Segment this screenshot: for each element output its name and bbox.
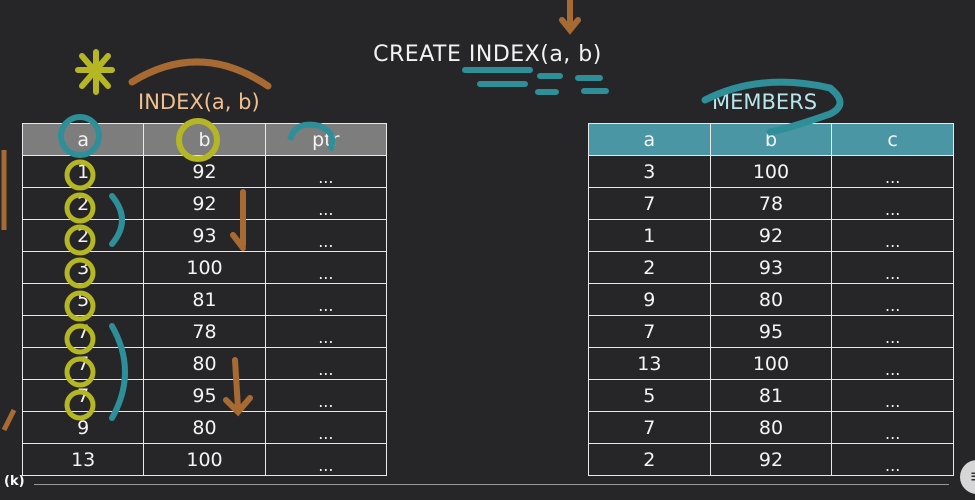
table-cell: 92	[143, 187, 266, 220]
table-row: 7 80...	[588, 411, 954, 444]
table-row: 3 100...	[21, 251, 388, 284]
table-cell: ...	[831, 347, 954, 380]
table-cell: 93	[143, 219, 266, 252]
table-cell: 78	[709, 187, 833, 220]
column-header: a	[588, 123, 711, 156]
table-row: 7 78...	[588, 187, 954, 220]
table-cell: 81	[709, 379, 833, 412]
table-cell: 7	[588, 315, 711, 348]
table-cell: ...	[831, 251, 954, 284]
table-cell: ...	[264, 411, 388, 444]
table-cell: ...	[264, 315, 388, 348]
table-row: 5 81...	[21, 283, 388, 316]
table-row: 7 78...	[21, 315, 388, 348]
table-cell: 13	[588, 347, 711, 380]
table-cell: ...	[264, 443, 388, 476]
column-header: b	[143, 123, 266, 156]
table-cell: 7	[588, 411, 711, 444]
table-row: 7 95...	[588, 315, 954, 348]
arrow-annotation	[559, 0, 581, 35]
table-cell: ...	[264, 347, 388, 380]
table-cell: 9	[588, 283, 711, 316]
table-cell: ...	[831, 443, 954, 476]
index-table: a b ptr 1 92... 2 92... 2 93... 3 100... 5 81... 7 78…	[21, 123, 388, 476]
table-cell: 9	[21, 411, 145, 444]
table-cell: 92	[709, 443, 833, 476]
table-row: 9 80...	[588, 283, 954, 316]
table-row: 7 80...	[21, 347, 388, 380]
table-row: 5 81...	[588, 379, 954, 412]
column-header: c	[831, 123, 954, 156]
table-cell: ...	[831, 315, 954, 348]
table-cell: ...	[831, 155, 954, 188]
table-cell: 80	[709, 411, 833, 444]
table-cell: 7	[21, 379, 145, 412]
table-row: 2 93...	[21, 219, 388, 252]
table-cell: 80	[143, 347, 266, 380]
table-cell: 80	[709, 283, 833, 316]
page-title: CREATE INDEX(a, b)	[373, 42, 602, 67]
table-cell: 92	[143, 155, 266, 188]
table-cell: 2	[588, 443, 711, 476]
table-cell: ...	[831, 219, 954, 252]
table-cell: 92	[709, 219, 833, 252]
table-row: 2 92...	[588, 443, 954, 476]
index-label: INDEX(a, b)	[138, 90, 260, 114]
table-cell: 1	[588, 219, 711, 252]
table-cell: ...	[264, 283, 388, 316]
progress-bar[interactable]	[34, 484, 949, 485]
table-cell: 100	[709, 155, 833, 188]
table-row: 2 92...	[21, 187, 388, 220]
table-cell: ...	[264, 379, 388, 412]
table-cell: ...	[264, 155, 388, 188]
table-cell: 3	[21, 251, 145, 284]
table-cell: 78	[143, 315, 266, 348]
table-header-row: a b ptr	[21, 123, 388, 156]
column-header: b	[709, 123, 833, 156]
column-header: a	[21, 123, 145, 156]
table-cell: ...	[831, 411, 954, 444]
table-cell: ...	[831, 379, 954, 412]
table-cell: 2	[21, 187, 145, 220]
table-cell: 5	[588, 379, 711, 412]
table-cell: 95	[143, 379, 266, 412]
table-cell: 1	[21, 155, 145, 188]
table-row: 2 93...	[588, 251, 954, 284]
table-cell: 7	[21, 347, 145, 380]
table-cell: 80	[143, 411, 266, 444]
table-cell: ...	[264, 187, 388, 220]
table-row: 1 92...	[588, 219, 954, 252]
underline-annotation	[462, 67, 609, 95]
column-header: ptr	[264, 123, 388, 156]
table-cell: 81	[143, 283, 266, 316]
table-row: 3 100...	[588, 155, 954, 188]
table-cell: 7	[588, 187, 711, 220]
table-row: 1 92...	[21, 155, 388, 188]
arrow-annotation	[1, 408, 17, 432]
player-control-button[interactable]: ≡	[960, 460, 975, 494]
table-cell: ...	[831, 283, 954, 316]
table-cell: 100	[143, 443, 266, 476]
table-cell: ...	[264, 219, 388, 252]
table-cell: 100	[143, 251, 266, 284]
table-cell: 93	[709, 251, 833, 284]
table-cell: 3	[588, 155, 711, 188]
table-row: 7 95...	[21, 379, 388, 412]
table-row: 9 80...	[21, 411, 388, 444]
table-cell: 2	[21, 219, 145, 252]
table-cell: ...	[831, 187, 954, 220]
table-cell: 13	[21, 443, 145, 476]
player-corner-label: (k)	[4, 474, 25, 489]
table-cell: 2	[588, 251, 711, 284]
members-label: MEMBERS	[712, 90, 818, 114]
table-cell: 7	[21, 315, 145, 348]
table-row: 13 100...	[588, 347, 954, 380]
table-cell: ...	[264, 251, 388, 284]
table-cell: 100	[709, 347, 833, 380]
table-cell: 5	[21, 283, 145, 316]
table-row: 13 100...	[21, 443, 388, 476]
table-cell: 95	[709, 315, 833, 348]
